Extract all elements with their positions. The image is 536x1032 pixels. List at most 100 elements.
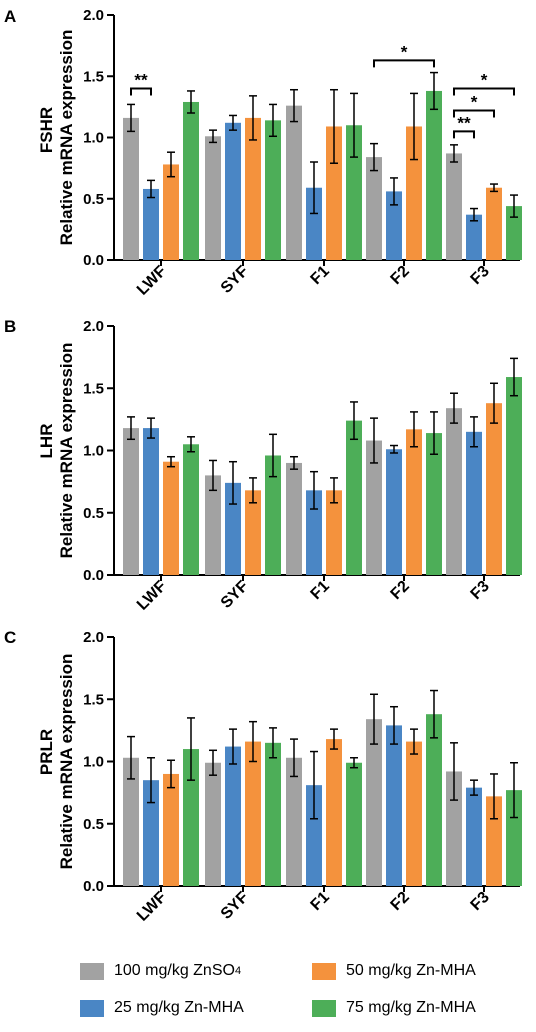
x-tick-label-f3: F3 <box>468 578 493 603</box>
significance-label: ** <box>134 71 148 90</box>
y-tick-label: 0.5 <box>83 505 104 522</box>
bar <box>506 377 522 575</box>
bar <box>205 136 221 260</box>
bar <box>143 188 159 260</box>
bar <box>225 122 241 260</box>
legend-item-zn-mha-25: 25 mg/kg Zn-MHA <box>80 999 244 1017</box>
bar <box>326 490 342 575</box>
legend-swatch-zn-mha-50 <box>312 962 336 980</box>
bar <box>506 790 522 886</box>
bar <box>426 714 442 886</box>
bar <box>466 214 482 260</box>
bar <box>326 126 342 260</box>
y-tick-label: 2.0 <box>83 7 104 24</box>
x-tick-label-f1: F1 <box>308 263 333 288</box>
x-tick-label-f3: F3 <box>468 889 493 914</box>
bar <box>163 461 179 575</box>
y-tick-label: 0.5 <box>83 191 104 208</box>
y-tick-label: 2.0 <box>83 629 104 646</box>
significance-label: * <box>401 42 408 61</box>
bar <box>306 490 322 575</box>
bar <box>143 428 159 575</box>
bar <box>386 191 402 260</box>
bar <box>386 725 402 886</box>
bar <box>183 444 199 575</box>
significance-bracket <box>453 87 515 96</box>
x-tick-label-f3: F3 <box>468 263 493 288</box>
bar <box>486 187 502 260</box>
y-tick-label: 2.0 <box>83 318 104 335</box>
bar <box>205 475 221 575</box>
y-axis-label: Relative mRNA expression <box>57 343 76 559</box>
bar <box>366 440 382 575</box>
bar <box>346 420 362 575</box>
significance-label: ** <box>457 113 471 132</box>
y-tick-label: 0.5 <box>83 816 104 833</box>
y-tick-label: 1.0 <box>83 754 104 771</box>
bar <box>225 746 241 886</box>
x-tick-label-f2: F2 <box>388 578 413 603</box>
bar <box>466 431 482 575</box>
bar <box>386 449 402 575</box>
bar <box>225 482 241 575</box>
bar <box>406 429 422 575</box>
significance-bracket <box>453 130 475 139</box>
bar <box>426 433 442 575</box>
legend-label-zinc-sulfate: 100 mg/kg ZnSO <box>114 962 235 979</box>
x-tick-label-lwf: LWF <box>134 889 170 925</box>
bar <box>466 787 482 886</box>
y-axis-label: Relative mRNA expression <box>57 30 76 246</box>
bar <box>366 719 382 886</box>
x-tick-label-f2: F2 <box>388 889 413 914</box>
legend-item-zn-mha-75: 75 mg/kg Zn-MHA <box>312 999 476 1017</box>
bar <box>163 773 179 886</box>
bar <box>326 739 342 886</box>
bar <box>123 117 139 261</box>
legend-label-zn-mha-25: 25 mg/kg Zn-MHA <box>114 999 244 1016</box>
y-tick-label: 0.0 <box>83 252 104 269</box>
x-tick-label-lwf: LWF <box>134 263 170 299</box>
x-tick-label-f1: F1 <box>308 889 333 914</box>
bar <box>306 785 322 886</box>
bar <box>286 105 302 261</box>
y-tick-label: 1.5 <box>83 380 104 397</box>
y-tick-label: 0.0 <box>83 567 104 584</box>
legend-label-zn-mha-75: 75 mg/kg Zn-MHA <box>346 999 476 1016</box>
y-tick-label: 1.0 <box>83 443 104 460</box>
x-tick-label-f1: F1 <box>308 578 333 603</box>
y-tick-label: 0.0 <box>83 878 104 895</box>
y-axis-gene-label: FSHR <box>37 107 56 153</box>
significance-label: * <box>481 71 488 90</box>
y-tick-label: 1.5 <box>83 691 104 708</box>
legend-item-zinc-sulfate: 100 mg/kg ZnSO 4 <box>80 962 241 980</box>
x-tick-label-lwf: LWF <box>134 578 170 614</box>
y-tick-label: 1.0 <box>83 130 104 147</box>
x-tick-label-f2: F2 <box>388 263 413 288</box>
bar <box>446 153 462 260</box>
bar <box>346 125 362 260</box>
bar <box>123 757 139 886</box>
bar <box>426 90 442 260</box>
bar <box>123 428 139 575</box>
legend-label-subscript: 4 <box>234 965 242 977</box>
bar <box>143 780 159 886</box>
y-axis-gene-label: PRLR <box>37 729 56 775</box>
x-tick-label-syf: SYF <box>218 889 252 923</box>
panel-letter-a: A <box>4 7 16 26</box>
legend-item-zn-mha-50: 50 mg/kg Zn-MHA <box>312 962 476 980</box>
bar <box>286 462 302 575</box>
bar <box>265 742 281 886</box>
bar <box>306 187 322 260</box>
bar <box>163 164 179 260</box>
x-tick-label-syf: SYF <box>218 578 252 612</box>
legend-swatch-zn-mha-75 <box>312 999 336 1017</box>
legend-swatch-zn-mha-25 <box>80 999 104 1017</box>
legend: 100 mg/kg ZnSO 4 50 mg/kg Zn-MHA 25 mg/kg… <box>80 950 536 1030</box>
significance-bracket <box>130 87 152 96</box>
bar <box>346 762 362 886</box>
bar <box>245 117 261 261</box>
significance-bracket <box>453 109 495 118</box>
y-axis-gene-label: LHR <box>37 424 56 459</box>
